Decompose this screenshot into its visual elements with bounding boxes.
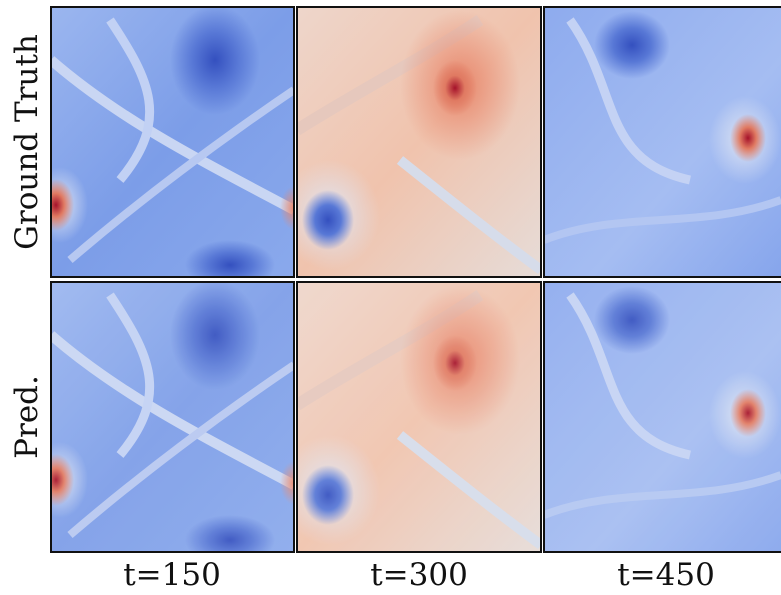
heatmap-panel	[544, 282, 781, 552]
row-label: Ground Truth	[9, 34, 45, 250]
heatmap-panel	[32, 280, 308, 565]
row-label: Pred.	[9, 375, 45, 459]
column-label: t=450	[617, 557, 715, 591]
heatmap-panel	[280, 282, 541, 552]
heatmap-panel	[32, 5, 308, 290]
panel-borders	[50, 6, 781, 553]
column-label: t=150	[123, 557, 221, 591]
heatmap-panel	[544, 7, 781, 277]
heatmap-panel	[280, 7, 541, 277]
column-label: t=300	[370, 557, 468, 591]
panel-grid	[32, 5, 781, 565]
